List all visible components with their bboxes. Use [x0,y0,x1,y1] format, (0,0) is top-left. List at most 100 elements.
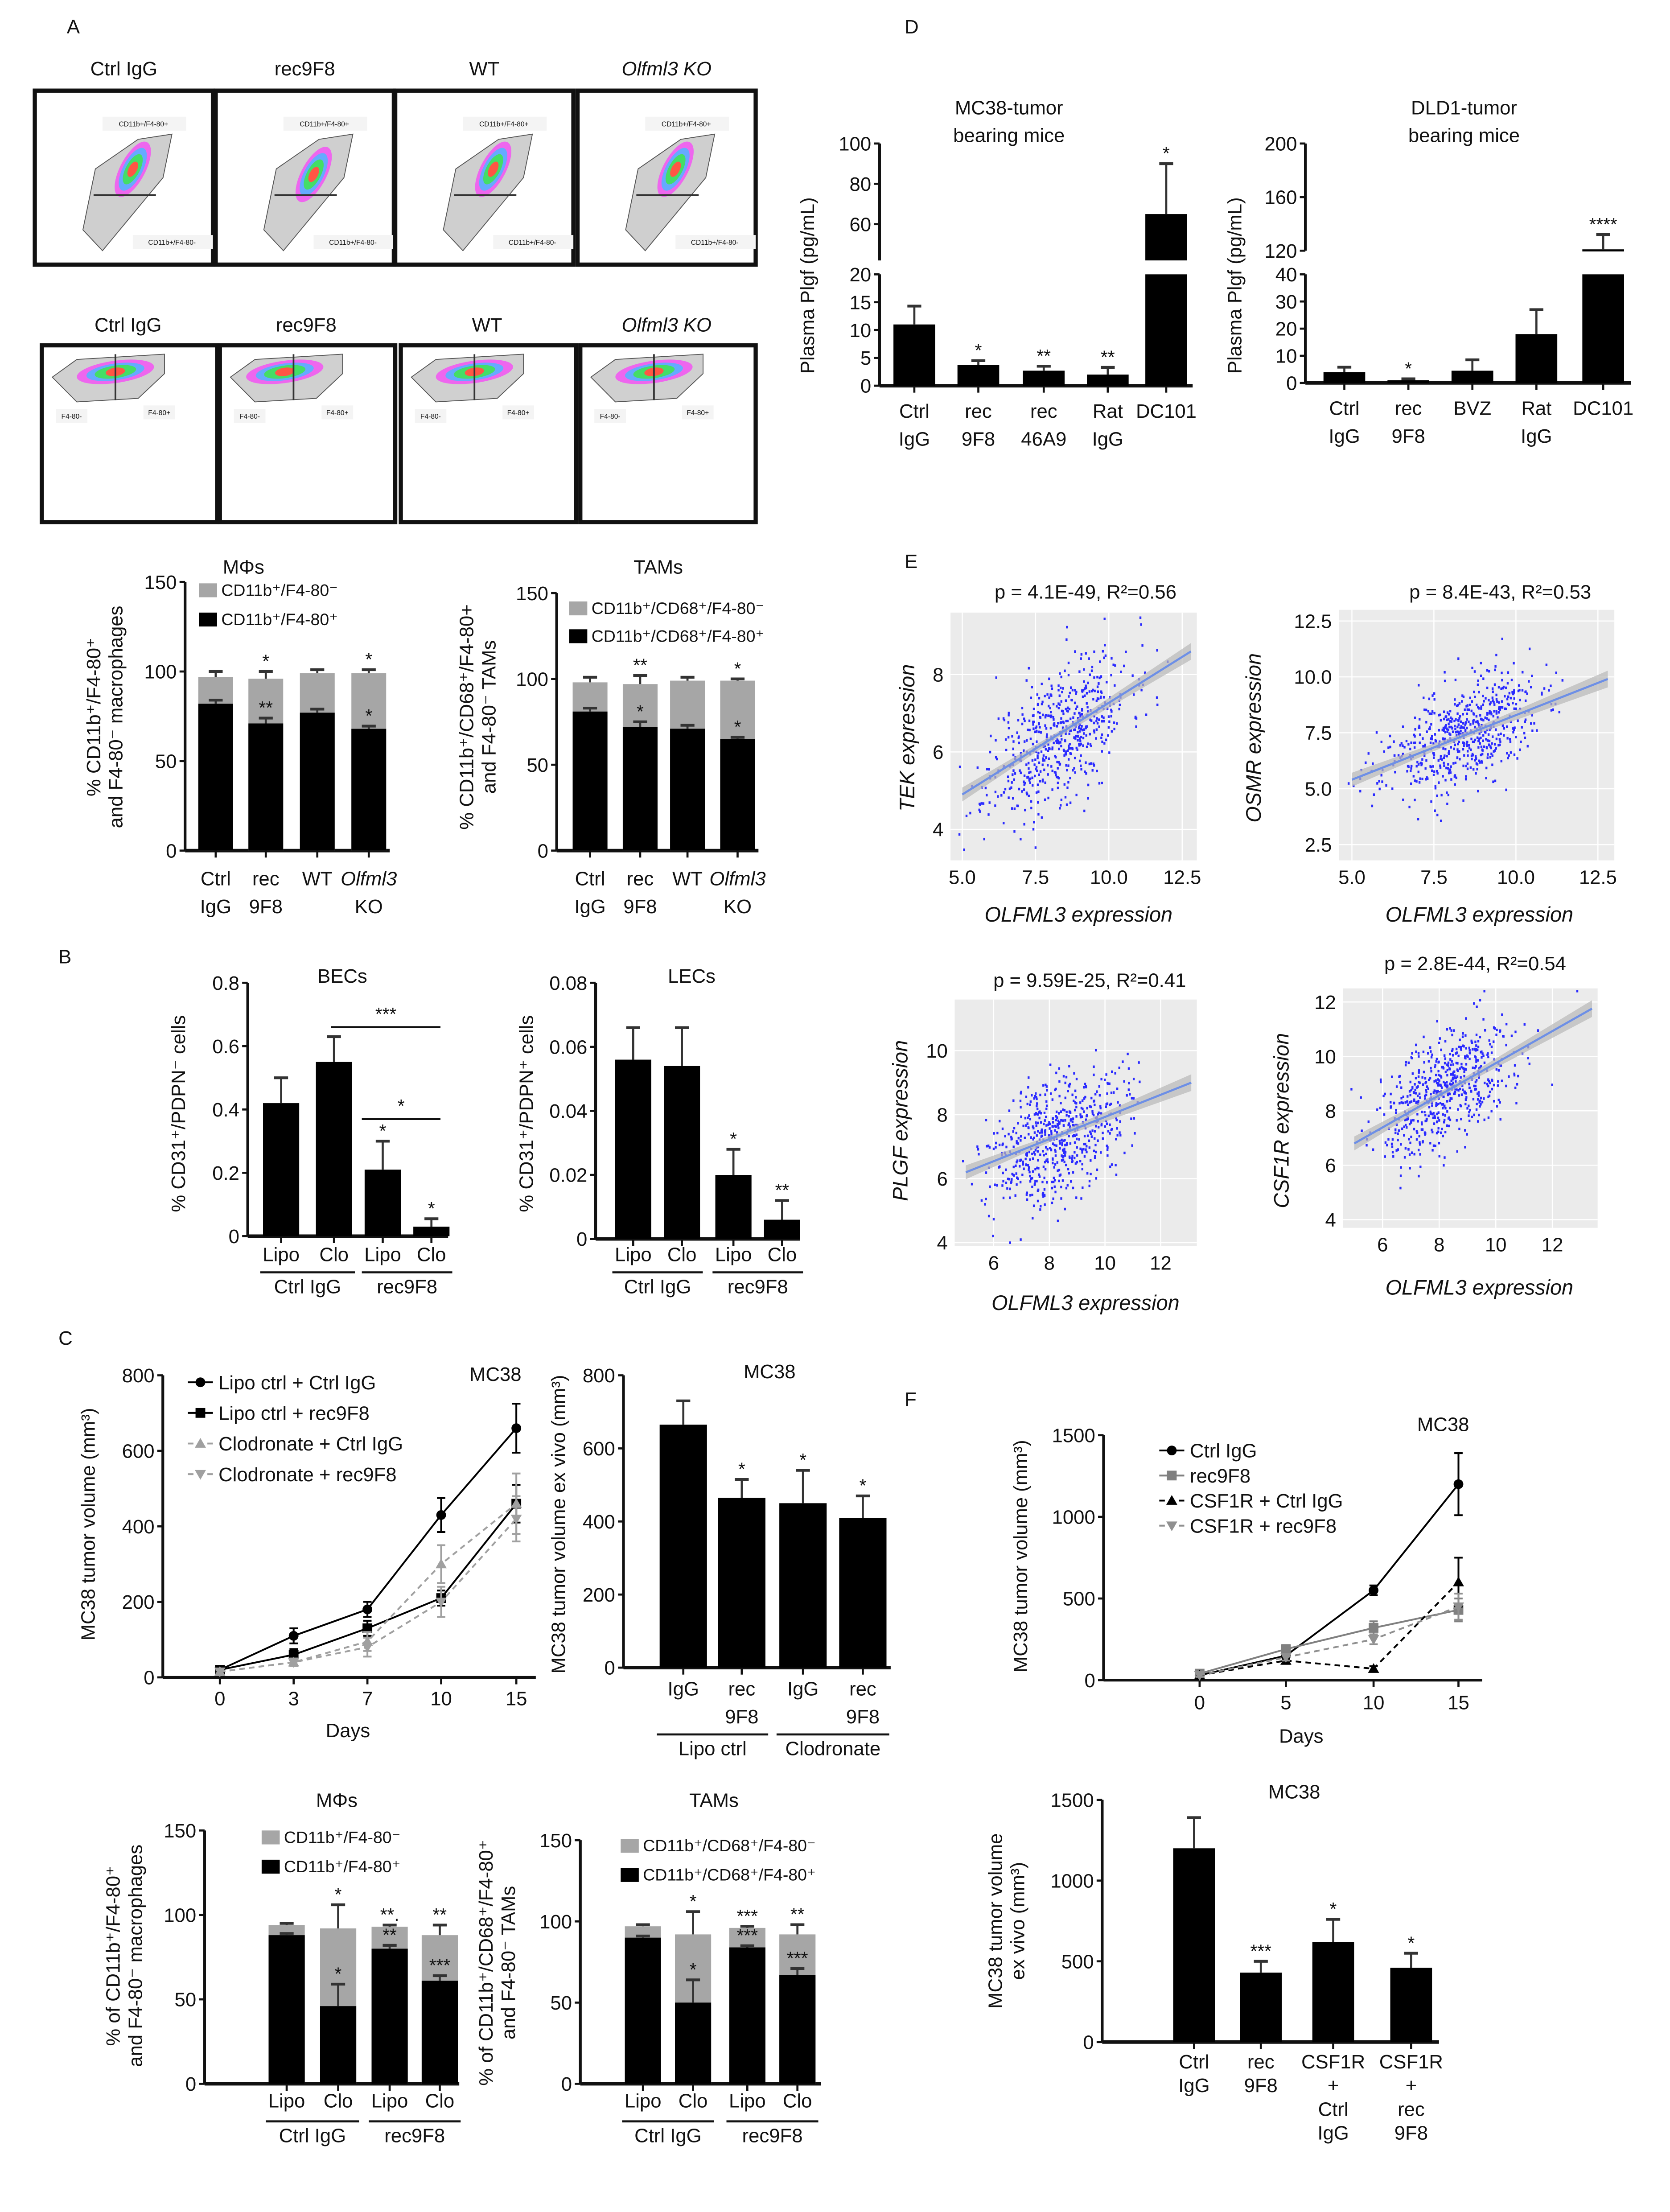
data-point [1059,672,1061,675]
data-point [1141,644,1143,647]
data-point [1464,1055,1466,1058]
data-point [965,815,968,817]
x-tick-label: + [1328,2075,1339,2097]
data-point [1430,1112,1432,1115]
data-point [1028,1076,1030,1079]
data-point [1449,1097,1452,1100]
data-point [1075,746,1078,750]
data-point [1423,1061,1425,1064]
data-point [1096,770,1098,773]
data-point [1046,1181,1048,1184]
data-point [1481,1050,1483,1053]
x-tick-label: CSF1R [1379,2051,1443,2073]
density-contour [127,161,138,177]
x-tick-label: 9F8 [725,1706,758,1728]
data-point [1466,741,1468,744]
data-point [1409,1080,1411,1083]
data-point [1113,728,1115,730]
data-point [1120,670,1122,673]
data-point [1513,691,1515,694]
data-point [1033,1097,1036,1100]
data-point [1037,751,1040,754]
data-point [1433,1114,1436,1117]
data-point [1425,1117,1428,1120]
data-point [1020,1106,1022,1109]
data-point [1029,770,1032,774]
data-point [1016,1183,1018,1186]
data-point [1107,734,1109,737]
data-point [1045,1100,1048,1103]
data-point [1086,1150,1088,1153]
data-point [1067,674,1070,676]
data-point [1489,756,1492,759]
data-point [1108,720,1111,723]
data-point [1028,767,1030,770]
data-point [1465,742,1468,746]
data-point [993,1132,995,1135]
data-point [1127,1052,1129,1055]
y-axis-label: % CD11b⁺/F4-80⁺ [83,638,105,796]
y-tick-label: 4 [1325,1209,1336,1231]
legend-label: CD11b⁺/F4-80⁺ [284,1857,401,1876]
data-point [1115,1119,1118,1121]
data-point [1042,754,1045,757]
data-point [1099,660,1101,663]
data-point [1045,748,1047,751]
data-point [1454,698,1456,701]
flow-plot: F4-80- F4-80+ [399,343,579,524]
data-point [1145,713,1148,716]
legend-label: CD11b⁺/CD68⁺/F4-80⁻ [643,1836,816,1855]
data-point [1034,1149,1037,1152]
data-point [1431,713,1433,715]
x-tick-label: 10.0 [1497,867,1535,889]
data-point [1487,1078,1489,1081]
data-point [1486,717,1488,720]
data-point [1042,713,1044,717]
data-point [1463,1070,1465,1073]
data-point [1059,1173,1062,1176]
flow-plot-title: Olfml3 KO [622,58,712,80]
data-point [1058,1095,1061,1098]
data-point [1526,745,1529,748]
data-point [1061,726,1064,729]
data-point [1470,1039,1473,1042]
data-point [1457,1089,1460,1092]
x-tick-label: 6 [1377,1234,1388,1256]
data-point [1010,786,1012,789]
data-point [1465,1068,1467,1071]
data-point [1478,1101,1481,1104]
data-point [1550,709,1553,712]
gate-label: F4-80- [62,413,82,420]
data-point [1095,737,1097,740]
x-tick-label: 10 [1363,1692,1385,1714]
y-tick-label: 100 [144,661,177,683]
data-point [1473,719,1475,721]
legend-label: CD11b⁺/F4-80⁻ [221,581,338,599]
data-point [1082,1148,1085,1151]
data-point [1031,1186,1033,1188]
data-point [1506,752,1508,755]
data-point [1480,1096,1482,1100]
data-point [1498,738,1501,741]
data-point [1043,1112,1046,1114]
data-point [1016,1161,1018,1164]
x-axis-label: OLFML3 expression [1386,903,1574,926]
data-point [1460,733,1462,735]
data-point [1036,1102,1038,1105]
data-point [1347,782,1350,785]
data-point [1044,716,1047,719]
data-point [1086,692,1088,695]
marker-square [362,1623,373,1633]
data-point [1098,718,1100,721]
data-point [1068,1115,1070,1118]
data-point [1051,1098,1054,1101]
data-point [1044,1093,1046,1096]
data-point [1060,1186,1062,1189]
data-point [1419,1153,1421,1156]
data-point [1487,1096,1489,1098]
x-tick-label: 7.5 [1022,867,1049,889]
data-point [1062,687,1064,690]
data-point [1520,740,1522,743]
data-point [996,1132,999,1135]
data-point [1473,1084,1475,1087]
